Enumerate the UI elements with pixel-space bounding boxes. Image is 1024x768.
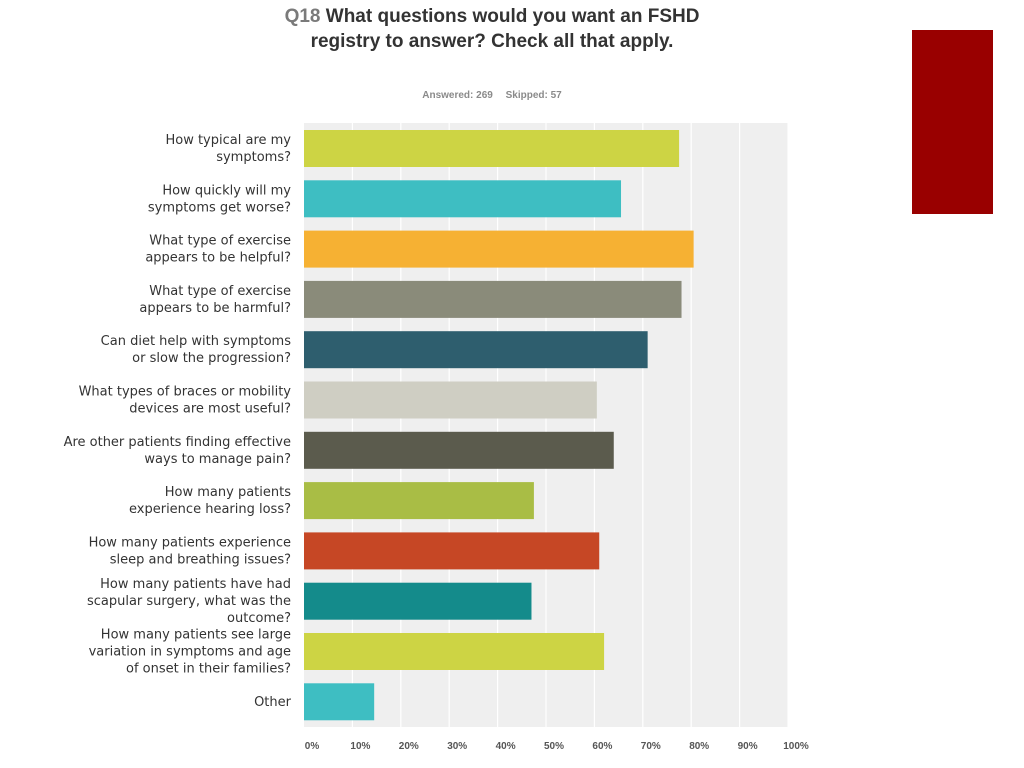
x-tick-label: 90% <box>738 741 758 752</box>
bar <box>304 230 694 268</box>
category-label: Other <box>254 695 292 710</box>
skipped-count: Skipped: 57 <box>505 90 562 101</box>
bar <box>304 633 605 670</box>
x-tick-label: 70% <box>641 741 661 752</box>
category-label: How many patients experience hearing loss… <box>129 485 291 517</box>
category-label: Can diet help with symptoms or slow the p… <box>101 334 292 366</box>
chart-title: Q18 What questions would you want an FSH… <box>262 4 722 54</box>
category-label: How many patients have had scapular surge… <box>87 577 291 626</box>
x-tick-label: 50% <box>544 741 564 752</box>
category-label: How many patients see large variation in … <box>89 628 291 677</box>
category-label: Are other patients finding effective ways… <box>64 435 291 467</box>
answered-count: Answered: 269 <box>422 90 493 101</box>
bar <box>304 482 534 520</box>
x-tick-label: 60% <box>592 741 612 752</box>
question-number: Q18 <box>284 6 321 27</box>
bar <box>304 180 622 218</box>
bar <box>304 582 532 620</box>
category-label: What type of exercise appears to be helpf… <box>145 234 291 266</box>
bar <box>304 280 682 318</box>
response-stats: Answered: 269 Skipped: 57 <box>262 90 722 101</box>
x-tick-label: 10% <box>350 741 370 752</box>
bar <box>304 130 680 167</box>
x-tick-label: 30% <box>447 741 467 752</box>
x-tick-label: 0% <box>305 741 320 752</box>
category-label: How many patients experience sleep and br… <box>89 535 291 567</box>
category-label: How typical are my symptoms? <box>165 133 291 165</box>
bar <box>304 683 375 721</box>
bar <box>304 331 648 369</box>
x-tick-label: 80% <box>689 741 709 752</box>
category-label: What type of exercise appears to be harmf… <box>139 284 291 316</box>
decorative-red-block <box>912 30 993 214</box>
x-tick-label: 40% <box>496 741 516 752</box>
bar <box>304 381 597 419</box>
bar <box>304 431 614 469</box>
category-label: How quickly will my symptoms get worse? <box>148 183 291 215</box>
category-label: What types of braces or mobility devices … <box>79 385 292 417</box>
question-text: What questions would you want an FSHD re… <box>310 6 700 52</box>
bar <box>304 532 600 570</box>
x-tick-label: 20% <box>399 741 419 752</box>
x-tick-label: 100% <box>783 741 809 752</box>
